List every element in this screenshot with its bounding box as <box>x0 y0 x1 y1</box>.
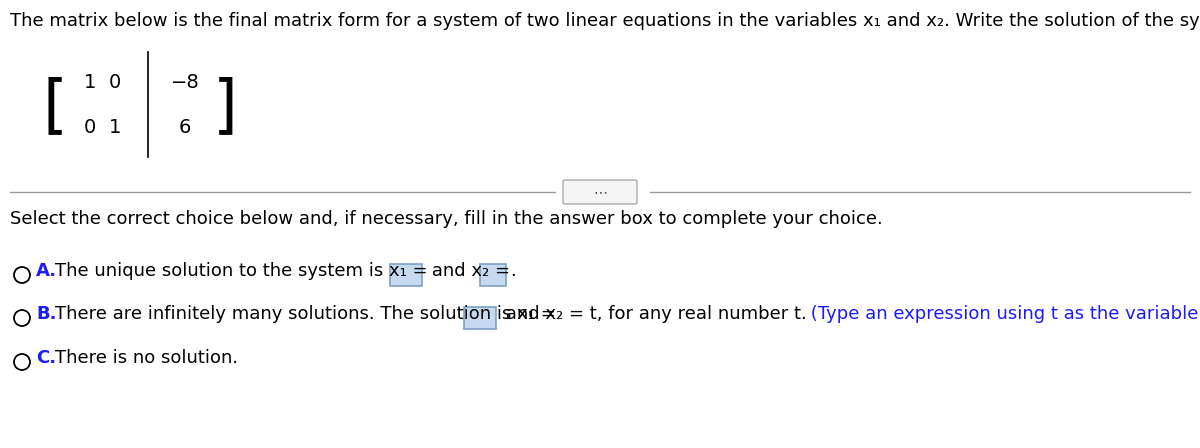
Text: 1: 1 <box>84 73 96 91</box>
Text: ]: ] <box>212 77 238 138</box>
Text: B.: B. <box>36 305 56 323</box>
Text: [: [ <box>42 77 67 138</box>
Text: The unique solution to the system is x₁ =: The unique solution to the system is x₁ … <box>55 262 437 280</box>
Bar <box>390 264 422 286</box>
Text: 6: 6 <box>179 117 191 137</box>
Text: and x₂ =: and x₂ = <box>426 262 520 280</box>
Text: .: . <box>510 262 516 280</box>
Bar <box>480 264 506 286</box>
Text: 0: 0 <box>84 117 96 137</box>
Text: 0: 0 <box>109 73 121 91</box>
FancyBboxPatch shape <box>563 180 637 204</box>
Text: −8: −8 <box>170 73 199 91</box>
Text: There is no solution.: There is no solution. <box>55 349 238 367</box>
Text: There are infinitely many solutions. The solution is x₁ =: There are infinitely many solutions. The… <box>55 305 565 323</box>
Text: Select the correct choice below and, if necessary, fill in the answer box to com: Select the correct choice below and, if … <box>10 210 883 228</box>
Text: (Type an expression using t as the variable.): (Type an expression using t as the varia… <box>805 305 1200 323</box>
Text: The matrix below is the final matrix form for a system of two linear equations i: The matrix below is the final matrix for… <box>10 12 1200 30</box>
Text: 1: 1 <box>109 117 121 137</box>
Text: and x₂ = t, for any real number t.: and x₂ = t, for any real number t. <box>500 305 806 323</box>
Text: C.: C. <box>36 349 56 367</box>
Bar <box>464 307 496 329</box>
Text: A.: A. <box>36 262 58 280</box>
Text: ⋯: ⋯ <box>593 185 607 199</box>
